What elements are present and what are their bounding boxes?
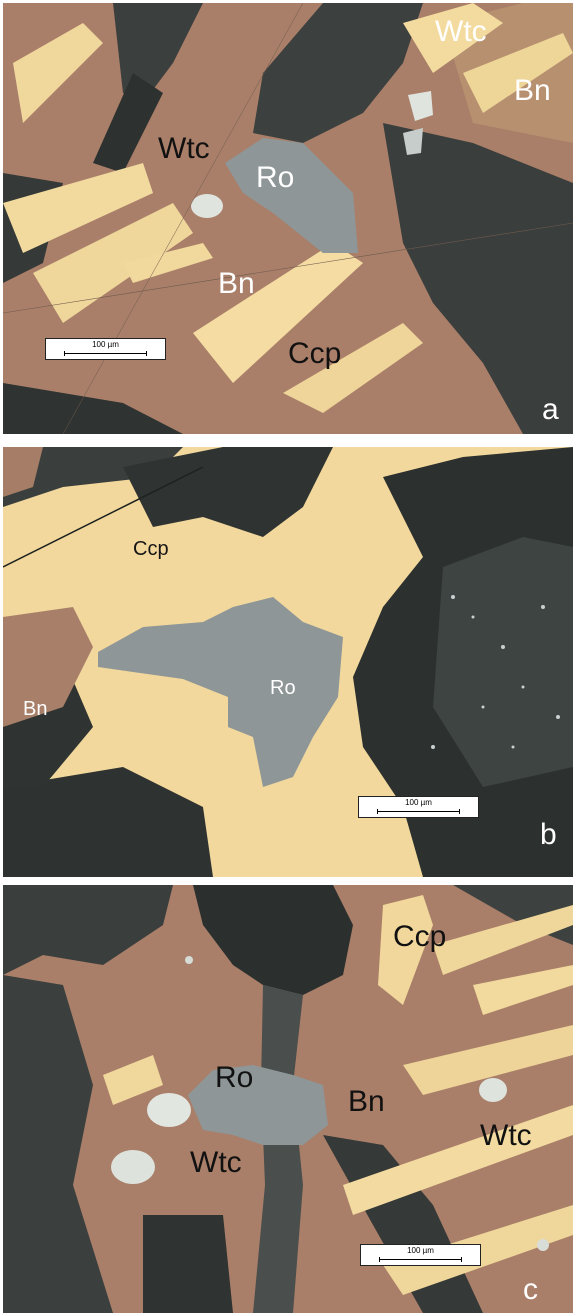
label-bn: Bn [23, 698, 48, 720]
scale-bar-tick-left [377, 809, 378, 814]
micrograph-image-b [3, 447, 573, 877]
scale-bar-tick-right [459, 809, 460, 814]
scale-bar: 100 µm [360, 1244, 481, 1266]
scale-bar-label: 100 µm [405, 798, 432, 807]
label-bn-top: Bn [514, 74, 551, 107]
label-wtc-right: Wtc [480, 1119, 532, 1152]
scale-bar-tick-left [64, 351, 65, 356]
label-ro: Ro [270, 677, 296, 699]
scale-bar-line [379, 1259, 462, 1260]
panel-letter-a: a [542, 393, 559, 426]
scale-bar-label: 100 µm [407, 1246, 434, 1255]
label-wtc-left: Wtc [190, 1146, 242, 1179]
panel-letter-b: b [540, 818, 557, 851]
scale-bar-tick-right [146, 351, 147, 356]
scale-bar-line [64, 353, 147, 354]
micrograph-image-a [3, 3, 573, 434]
micrograph-image-c [3, 885, 573, 1313]
panel-letter-c: c [523, 1273, 538, 1306]
scale-bar-label: 100 µm [92, 340, 119, 349]
label-wtc-left: Wtc [158, 132, 210, 165]
scale-bar: 100 µm [358, 796, 479, 818]
label-bn-mid: Bn [218, 267, 255, 300]
label-ccp: Ccp [288, 337, 342, 370]
scale-bar-line [377, 811, 460, 812]
label-bn: Bn [348, 1085, 385, 1118]
label-wtc-top: Wtc [435, 15, 487, 48]
label-ro: Ro [215, 1061, 254, 1094]
micrograph-panel-b: Ccp Ro Bn 100 µm b [3, 447, 573, 877]
label-ccp: Ccp [393, 920, 447, 953]
scale-bar-tick-left [379, 1257, 380, 1262]
label-ro: Ro [256, 161, 295, 194]
scale-bar-tick-right [461, 1257, 462, 1262]
label-ccp: Ccp [133, 538, 169, 560]
scale-bar: 100 µm [45, 338, 166, 360]
micrograph-panel-c: Ccp Ro Bn Wtc Wtc 100 µm c [3, 885, 573, 1313]
micrograph-panel-a: Wtc Bn Wtc Ro Bn Ccp 100 µm a [3, 3, 573, 434]
